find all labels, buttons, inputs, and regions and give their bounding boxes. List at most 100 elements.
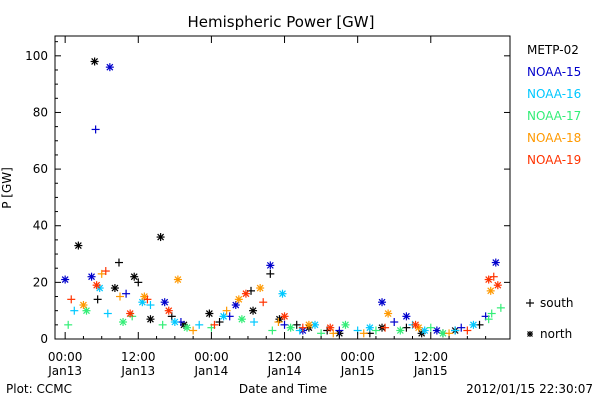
point-south — [371, 326, 380, 335]
point-south — [70, 306, 79, 315]
point-north — [90, 57, 99, 66]
point-north — [173, 275, 182, 284]
y-tick-label: 80 — [33, 105, 48, 119]
point-north — [170, 318, 179, 327]
marker-legend-label: south — [540, 296, 574, 310]
point-north — [205, 309, 214, 318]
y-tick-label: 40 — [33, 219, 48, 233]
legend-item-noaa-15: NOAA-15 — [527, 65, 581, 79]
point-south — [91, 125, 100, 134]
point-north — [484, 275, 493, 284]
point-north — [411, 320, 420, 329]
point-north — [341, 320, 350, 329]
marker-legend: south north — [526, 296, 574, 341]
point-north — [92, 281, 101, 290]
point-south — [298, 323, 307, 332]
point-south — [222, 306, 231, 315]
y-tick-label: 100 — [25, 49, 48, 63]
point-north — [231, 301, 240, 310]
point-north — [130, 272, 139, 281]
point-south — [329, 329, 338, 338]
marker-legend-south: south — [526, 296, 574, 310]
point-north — [420, 326, 429, 335]
x-tick-date-label: Jan14 — [267, 364, 302, 378]
plot-frame — [54, 35, 511, 340]
point-north — [365, 323, 374, 332]
point-north — [486, 286, 495, 295]
point-north — [469, 320, 478, 329]
y-tick-label: 60 — [33, 162, 48, 176]
point-south — [146, 301, 155, 310]
legend-item-noaa-17: NOAA-17 — [527, 109, 581, 123]
point-south — [116, 292, 124, 301]
point-south — [402, 323, 411, 332]
point-north — [183, 323, 192, 332]
x-tick-date-label: Jan13 — [120, 364, 155, 378]
point-north — [87, 272, 96, 281]
point-north — [61, 275, 70, 284]
point-south — [250, 318, 259, 327]
point-north — [234, 295, 243, 304]
point-south — [484, 315, 493, 324]
point-south — [195, 320, 204, 329]
point-south — [215, 318, 224, 327]
y-axis-label: P [GW] — [0, 167, 14, 209]
point-south — [280, 320, 289, 329]
point-south — [210, 320, 219, 329]
point-south — [93, 295, 102, 304]
point-south — [463, 326, 472, 335]
legend-item-noaa-16: NOAA-16 — [527, 87, 581, 101]
point-north — [249, 306, 258, 315]
x-tick-time-label: 12:00 — [267, 350, 302, 364]
point-south — [259, 298, 268, 307]
point-south — [67, 295, 76, 304]
point-north — [286, 323, 295, 332]
x-tick-date-label: Jan15 — [340, 364, 375, 378]
point-north — [79, 301, 88, 310]
plot-credit: Plot: CCMC — [6, 382, 72, 396]
point-south — [134, 278, 143, 287]
point-south — [381, 323, 390, 332]
point-south — [487, 309, 496, 318]
point-north — [164, 306, 173, 315]
point-north — [432, 326, 441, 335]
x-tick-date-label: Jan13 — [47, 364, 82, 378]
point-north — [74, 241, 83, 250]
point-north — [156, 233, 165, 242]
point-south — [158, 320, 167, 329]
marker-legend-north: north — [527, 327, 572, 341]
point-north — [146, 315, 155, 324]
point-north — [237, 315, 246, 324]
point-north — [82, 306, 91, 315]
point-north — [119, 318, 128, 327]
point-south — [101, 267, 110, 276]
marker-legend-label: north — [540, 327, 572, 341]
point-north — [378, 298, 387, 307]
point-south — [268, 326, 277, 335]
plot-timestamp: 2012/01/15 22:30:07 — [466, 382, 593, 396]
point-south — [457, 323, 466, 332]
legend-item-noaa-19: NOAA-19 — [527, 153, 581, 167]
legend: METP-02 NOAA-15 NOAA-16 NOAA-17 NOAA-18 NOAA-… — [527, 43, 581, 167]
point-north — [278, 289, 287, 298]
x-tick-date-label: Jan14 — [194, 364, 229, 378]
point-south — [266, 269, 275, 278]
point-north — [491, 258, 500, 267]
point-north — [266, 261, 275, 270]
point-south — [122, 289, 131, 298]
y-tick-label: 20 — [33, 275, 48, 289]
x-tick-time-label: 00:00 — [340, 350, 375, 364]
point-north — [140, 292, 149, 301]
point-south — [114, 258, 123, 267]
point-north — [326, 323, 335, 332]
point-south — [359, 329, 368, 338]
point-south — [496, 303, 505, 312]
point-north — [304, 320, 313, 329]
chart-title: Hemispheric Power [GW] — [188, 13, 375, 31]
point-south — [167, 312, 176, 321]
point-north — [110, 284, 119, 293]
y-axis: 0 20 40 60 80 100 — [25, 41, 510, 346]
point-south — [451, 326, 460, 335]
point-north — [105, 63, 114, 72]
